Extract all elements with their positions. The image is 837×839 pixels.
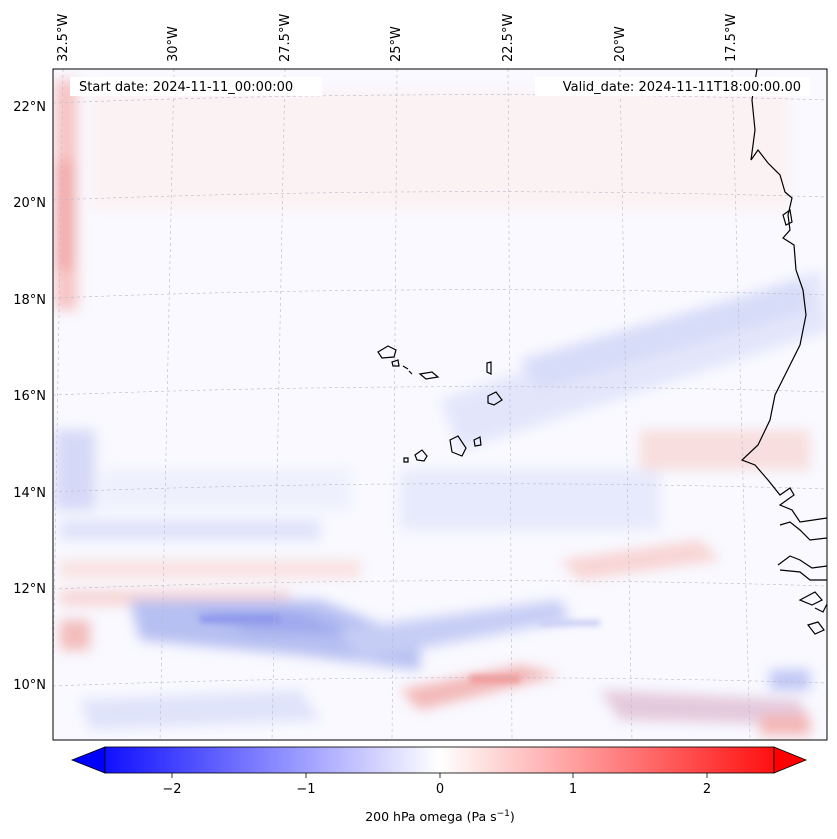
map-panel: Start date: 2024-11-11_00:00:00 Valid_da… [52,68,828,741]
start-date-label: Start date: 2024-11-11_00:00:00 [79,80,293,95]
colorbar-tick-label: 1 [569,782,577,797]
lon-tick-label: 27.5°W [278,14,293,62]
graticule [53,69,827,740]
latitude-labels: 22°N 20°N 18°N 16°N 14°N 12°N 10°N [13,100,46,693]
coastline [740,69,827,635]
lon-tick-label: 17.5°W [724,14,739,62]
lat-tick-label: 12°N [13,582,46,597]
valid-date-box [535,77,810,96]
lon-tick-label: 30°W [166,26,181,62]
lat-tick-label: 22°N [13,100,46,115]
west-africa-coast [740,69,827,523]
lat-tick-label: 10°N [13,678,46,693]
colorbar-tick-label: −2 [162,782,181,797]
colorbar-tick-label: 0 [436,782,444,797]
lon-tick-label: 25°W [389,26,404,62]
lon-tick-label: 32.5°W [56,14,71,62]
lat-tick-label: 14°N [13,486,46,501]
lat-tick-label: 20°N [13,196,46,211]
colorbar-min-extend [70,746,106,774]
colorbar-label: 200 hPa omega (Pa s−1) [365,809,515,824]
valid-date-label: Valid_date: 2024-11-11T18:00:00.00 [563,80,801,95]
colorbar-tick-label: −1 [296,782,315,797]
omega-field [53,69,827,740]
colorbar: −2 −1 0 1 2 200 hPa omega (Pa s−1) [70,746,808,824]
lat-tick-label: 18°N [13,293,46,308]
longitude-labels: 32.5°W 30°W 27.5°W 25°W 22.5°W 20°W 17.5… [56,14,739,62]
lon-tick-label: 20°W [613,26,628,62]
lat-tick-label: 16°N [13,389,46,404]
start-date-box [70,77,322,96]
colorbar-max-extend [773,746,808,774]
lon-tick-label: 22.5°W [501,14,516,62]
cape-verde-islands [377,345,503,463]
colorbar-tick-label: 2 [703,782,711,797]
colorbar-gradient [104,746,775,774]
map-frame [52,68,828,741]
